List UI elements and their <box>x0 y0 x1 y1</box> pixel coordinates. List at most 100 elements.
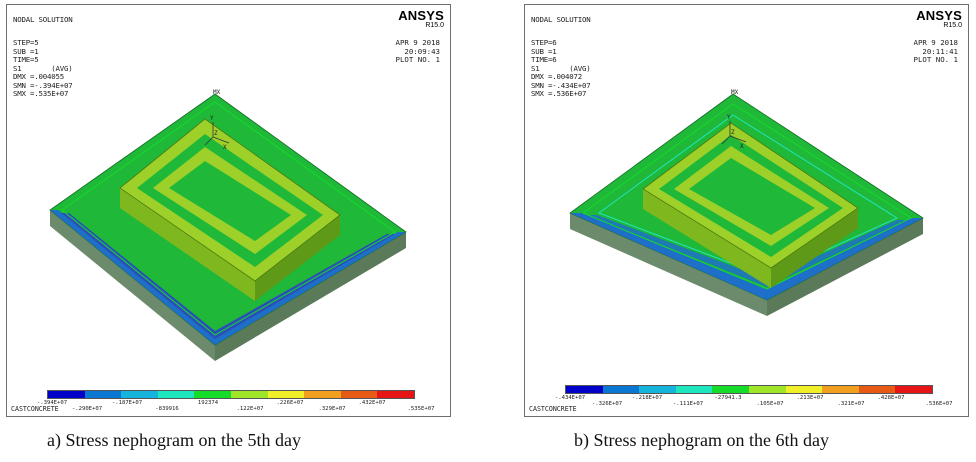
legend-band-5 <box>194 391 231 398</box>
slab-side-right <box>767 218 923 316</box>
slab-edge-band-inner-left <box>61 213 215 339</box>
fe-model-view: Y Z X MX <box>569 89 924 316</box>
model-name-label: CASTCONCRETE <box>529 405 577 413</box>
release-label: R15.0 <box>425 22 444 29</box>
axis-y-label: Y <box>727 114 731 121</box>
legend-label-1: -.434E+07 <box>554 395 586 401</box>
slab-edge-band-left <box>50 210 215 345</box>
smn-label: SMN =-.394E+07 <box>13 80 73 90</box>
legend-band-9 <box>858 386 896 393</box>
axis-z-label: Z <box>214 130 218 137</box>
step-label: STEP=6 <box>531 38 557 47</box>
axis-z-label: Z <box>731 129 735 136</box>
ansys-logo: ANSYS <box>916 8 962 23</box>
legend-label-6: .122E+07 <box>236 406 264 412</box>
legend-band-2 <box>602 386 640 393</box>
axis-z-line <box>721 135 731 145</box>
legend-band-4 <box>675 386 713 393</box>
fe-model-view: Y Z X MX <box>49 89 407 361</box>
legend-band-3 <box>121 391 158 398</box>
legend-band-8 <box>822 386 859 393</box>
axis-x-line <box>729 135 747 143</box>
legend-band-8 <box>304 391 341 398</box>
axis-x-line <box>212 136 230 144</box>
slab-contour-line <box>581 103 913 290</box>
caption-day6: b) Stress nephogram on the 6th day <box>574 430 829 450</box>
legend-band-6 <box>748 386 786 393</box>
stress-plot-day6: NODAL SOLUTION STEP=6 SUB =1 TIME=6 S1 (… <box>524 4 969 417</box>
slab-side-left <box>570 213 767 316</box>
legend-band-7 <box>785 386 823 393</box>
legend-label-4: -839916 <box>155 406 179 412</box>
time-of-day-label: 20:09:43 <box>404 46 440 56</box>
legend-label-9: .428E+07 <box>877 395 905 401</box>
plot-title: NODAL SOLUTION <box>13 15 73 24</box>
slab-side-left <box>50 210 215 361</box>
smx-label: SMX =.535E+07 <box>13 89 69 98</box>
slab-contour-line <box>61 101 396 336</box>
legend-label-7: .226E+07 <box>276 400 304 406</box>
slab-edge-band-left <box>570 213 767 300</box>
legend-label-8: .321E+07 <box>837 401 865 407</box>
model-name-label: CASTCONCRETE <box>11 405 59 413</box>
caption-day5: a) Stress nephogram on the 5th day <box>47 430 301 450</box>
date-label: APR 9 2018 <box>395 38 441 47</box>
legend-label-6: .105E+07 <box>756 401 784 407</box>
legend-band-1 <box>48 391 85 398</box>
legend-label-2: -.290E+07 <box>71 406 103 412</box>
legend-band-10 <box>377 391 414 398</box>
sub-label: SUB =1 <box>13 46 39 56</box>
stress-plot-day5: NODAL SOLUTION STEP=5 SUB =1 TIME=5 S1 (… <box>6 4 451 417</box>
time-label: TIME=5 <box>13 55 39 64</box>
block-side-right <box>771 208 858 288</box>
legend-band-9 <box>340 391 378 398</box>
legend-label-7: .213E+07 <box>796 395 824 401</box>
legend-label-9: .432E+07 <box>358 400 386 406</box>
legend-band-4 <box>157 391 195 398</box>
slab-edge-band-right <box>767 218 923 300</box>
legend-band-3 <box>639 386 676 393</box>
time-label: TIME=6 <box>531 55 557 64</box>
slab-edge-band-right <box>215 232 406 345</box>
legend-band-2 <box>84 391 122 398</box>
plot-title: NODAL SOLUTION <box>531 15 591 24</box>
plot-number-label: PLOT NO. 1 <box>395 55 441 64</box>
s1-label: S1 (AVG) <box>13 63 73 73</box>
legend-band-10 <box>895 386 932 393</box>
step-label: STEP=5 <box>13 38 39 47</box>
slab-edge-band-inner-right <box>215 234 395 339</box>
max-marker: MX <box>213 89 221 96</box>
legend-band-1 <box>566 386 603 393</box>
legend-label-8: .329E+07 <box>318 406 346 412</box>
legend-label-4: -.111E+07 <box>672 401 704 407</box>
plot-number-label: PLOT NO. 1 <box>913 55 959 64</box>
time-of-day-label: 20:11:41 <box>922 46 958 56</box>
legend-label-10: .535E+07 <box>407 406 435 412</box>
axis-y-label: Y <box>210 115 214 122</box>
contour-legend-bar <box>565 385 933 394</box>
legend-label-10: .536E+07 <box>925 401 953 407</box>
legend-label-2: -.326E+07 <box>591 401 623 407</box>
block-side-left <box>120 188 255 301</box>
slab-side-right <box>215 232 406 361</box>
dmx-label: DMX =.004072 <box>531 72 582 81</box>
legend-label-5: 192374 <box>197 400 219 406</box>
legend-band-7 <box>267 391 305 398</box>
contour-legend-bar <box>47 390 415 399</box>
axis-z-line <box>204 136 214 146</box>
s1-label: S1 (AVG) <box>531 63 591 73</box>
smx-label: SMX =.536E+07 <box>531 89 587 98</box>
release-label: R15.0 <box>943 22 962 29</box>
legend-band-6 <box>230 391 268 398</box>
dmx-label: DMX =.004055 <box>13 72 64 81</box>
sub-label: SUB =1 <box>531 46 557 56</box>
block-center <box>169 161 291 241</box>
legend-label-5: -27941.3 <box>714 395 742 401</box>
block-side-right <box>255 215 340 301</box>
smn-label: SMN =-.434E+07 <box>531 80 591 90</box>
legend-band-5 <box>712 386 749 393</box>
date-label: APR 9 2018 <box>913 38 959 47</box>
ansys-logo: ANSYS <box>398 8 444 23</box>
legend-label-3: -.187E+07 <box>111 400 143 406</box>
legend-label-1: -.394E+07 <box>36 400 68 406</box>
